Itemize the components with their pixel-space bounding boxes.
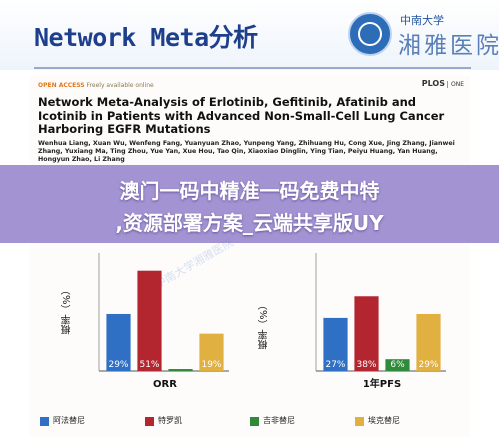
orr-bar-4	[199, 333, 224, 371]
orr-data-label-1: 29%	[108, 360, 128, 370]
header-divider	[34, 67, 471, 69]
legend-label-afatinib: 阿法替尼	[53, 416, 85, 425]
legend-swatch-icotinib	[355, 417, 364, 426]
hospital-logo: 中南大学 湘雅医院	[348, 8, 499, 60]
pfs-chart: 27% 38% 6% 29% 1年PFS	[315, 253, 446, 390]
pfs-data-label-3: 6%	[390, 360, 405, 370]
open-access-badge: OPEN ACCESS	[38, 82, 85, 89]
legend-label-icotinib: 埃克替尼	[368, 416, 400, 425]
orr-ylabel: 概率（%）	[62, 285, 73, 335]
orr-bar-3	[168, 369, 193, 371]
pfs-ylabel: 概率（%）	[259, 300, 270, 350]
pfs-data-label-4: 29%	[418, 360, 438, 370]
pfs-bar-1	[323, 317, 348, 371]
legend-label-gefitinib: 吉非替尼	[263, 416, 295, 425]
orr-bar-1	[106, 313, 131, 371]
slide-header	[0, 0, 499, 70]
banner-line-1: 澳门一码中精准一码免费中特	[119, 179, 380, 203]
paper-title: Network Meta-Analysis of Erlotinib, Gefi…	[38, 95, 445, 136]
orr-data-label-4: 19%	[201, 360, 221, 370]
orr-bar-2	[137, 270, 162, 371]
legend-swatch-erlotinib	[145, 417, 154, 426]
pfs-data-label-1: 27%	[325, 360, 345, 370]
chart-legend: 阿法替尼 特罗凯 吉非替尼 埃克替尼	[40, 414, 460, 430]
pfs-xlabel: 1年PFS	[363, 377, 401, 390]
orr-chart: 29% 51% 1% 19% ORR	[98, 253, 229, 390]
orr-data-label-3: 1%	[173, 360, 188, 370]
orr-xlabel: ORR	[153, 379, 177, 390]
logo-university: 中南大学	[400, 14, 444, 27]
banner-line-2: ,资源部署方案_云端共享版UY	[115, 211, 384, 235]
pfs-bar-4	[416, 313, 441, 371]
legend-swatch-afatinib	[40, 417, 49, 426]
open-access-line: OPEN ACCESS Freely available online	[38, 82, 154, 89]
pfs-bar-2	[354, 296, 379, 371]
publisher-name: PLOS	[421, 79, 445, 88]
pfs-data-label-2: 38%	[356, 360, 376, 370]
paper-excerpt: OPEN ACCESS Freely available online PLOS…	[30, 76, 470, 437]
legend-swatch-gefitinib	[250, 417, 259, 426]
slide-title: Network Meta分析	[34, 23, 258, 52]
logo-hospital: 湘雅医院	[398, 33, 499, 59]
open-access-text: Freely available online	[84, 82, 154, 89]
publisher-suffix: ONE	[446, 81, 464, 88]
paper-authors: Wenhua Liang, Xuan Wu, Wenfeng Fang, Yua…	[38, 140, 455, 164]
orr-data-label-2: 51%	[139, 360, 159, 370]
legend-label-erlotinib: 特罗凯	[158, 416, 182, 425]
seal-icon	[348, 12, 392, 56]
overlay-banner: 澳门一码中精准一码免费中特 ,资源部署方案_云端共享版UY	[0, 165, 499, 243]
pfs-bar-3	[385, 359, 410, 371]
publisher-logo: PLOS ONE	[422, 79, 464, 88]
